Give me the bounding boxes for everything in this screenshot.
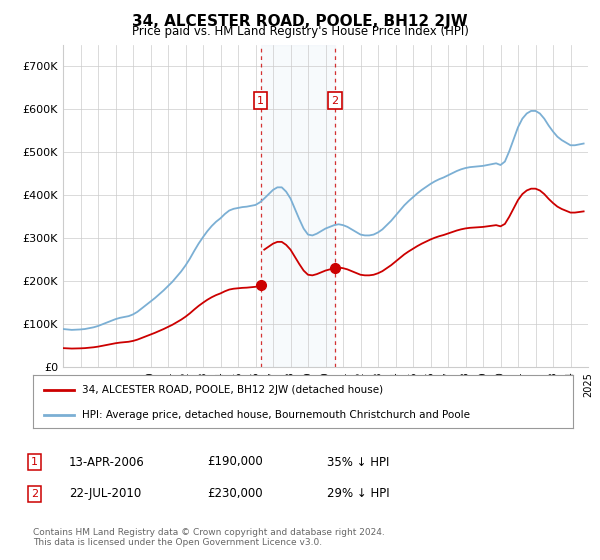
Text: 2: 2	[31, 489, 38, 499]
Text: 29% ↓ HPI: 29% ↓ HPI	[327, 487, 389, 501]
Text: Contains HM Land Registry data © Crown copyright and database right 2024.
This d: Contains HM Land Registry data © Crown c…	[33, 528, 385, 547]
Text: Price paid vs. HM Land Registry's House Price Index (HPI): Price paid vs. HM Land Registry's House …	[131, 25, 469, 38]
Text: 1: 1	[257, 96, 264, 106]
Text: HPI: Average price, detached house, Bournemouth Christchurch and Poole: HPI: Average price, detached house, Bour…	[82, 410, 470, 420]
Text: 35% ↓ HPI: 35% ↓ HPI	[327, 455, 389, 469]
Bar	[260, 45, 335, 367]
Text: 1: 1	[31, 457, 38, 467]
Text: £190,000: £190,000	[207, 455, 263, 469]
Text: 34, ALCESTER ROAD, POOLE, BH12 2JW: 34, ALCESTER ROAD, POOLE, BH12 2JW	[132, 14, 468, 29]
Text: 22-JUL-2010: 22-JUL-2010	[69, 487, 141, 501]
Text: 34, ALCESTER ROAD, POOLE, BH12 2JW (detached house): 34, ALCESTER ROAD, POOLE, BH12 2JW (deta…	[82, 385, 383, 395]
Text: 2: 2	[332, 96, 338, 106]
Text: 13-APR-2006: 13-APR-2006	[69, 455, 145, 469]
Text: £230,000: £230,000	[207, 487, 263, 501]
